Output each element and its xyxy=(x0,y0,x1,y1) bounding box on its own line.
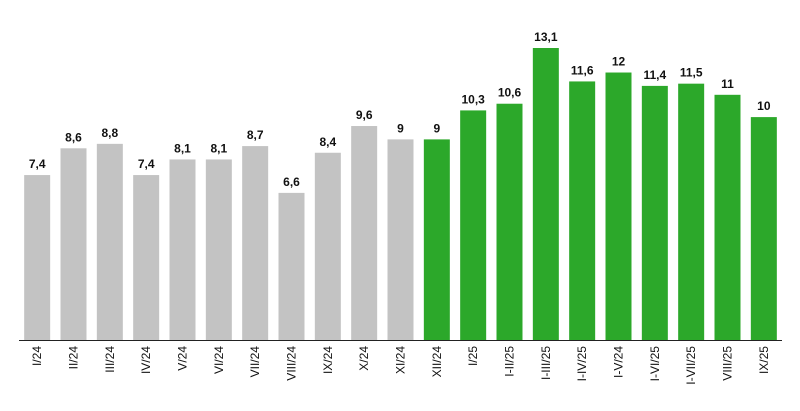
value-label: 7,4 xyxy=(138,157,155,171)
bar xyxy=(678,83,705,340)
value-label: 7,4 xyxy=(29,157,46,171)
x-tick-label: VII/24 xyxy=(248,346,262,378)
value-label: 8,8 xyxy=(101,126,118,140)
value-label: 6,6 xyxy=(283,175,300,189)
value-label: 10,3 xyxy=(461,92,485,106)
value-label: 8,4 xyxy=(319,135,336,149)
bar xyxy=(96,143,123,340)
x-tick-label: XII/24 xyxy=(430,346,444,378)
x-tick-label: VIII/25 xyxy=(721,346,735,381)
bar xyxy=(750,117,777,340)
value-label: 11,5 xyxy=(680,66,703,80)
bar xyxy=(714,94,741,340)
x-tick-label: VIII/24 xyxy=(285,346,299,381)
bar xyxy=(24,175,51,340)
bar xyxy=(569,81,596,340)
x-tick-label: IX/24 xyxy=(321,346,335,374)
value-label: 11 xyxy=(721,77,734,91)
x-tick-label: I-III/25 xyxy=(539,346,553,380)
bar xyxy=(641,85,668,340)
x-tick-label: I-VII/25 xyxy=(684,346,698,385)
bar xyxy=(605,72,632,341)
value-label: 11,6 xyxy=(571,63,594,77)
value-label: 8,1 xyxy=(210,141,227,155)
x-tick-label: XI/24 xyxy=(394,346,408,374)
bar xyxy=(314,152,341,340)
value-label: 9 xyxy=(397,121,404,135)
value-label: 13,1 xyxy=(534,30,558,44)
value-label: 10 xyxy=(757,99,771,113)
bar xyxy=(278,192,305,340)
value-label: 8,7 xyxy=(247,128,264,142)
x-tick-label: III/24 xyxy=(103,346,117,373)
bar xyxy=(460,110,487,340)
x-tick-label: IV/24 xyxy=(139,346,153,374)
x-tick-label: X/24 xyxy=(357,346,371,371)
bar xyxy=(205,159,232,340)
x-tick-label: I-V/24 xyxy=(612,346,626,378)
value-label: 9,6 xyxy=(356,108,373,122)
x-tick-label: II/24 xyxy=(67,346,81,370)
bar xyxy=(532,48,559,340)
value-label: 8,1 xyxy=(174,141,191,155)
bar xyxy=(387,139,414,340)
bar xyxy=(133,175,160,340)
x-tick-label: I-IV/25 xyxy=(575,346,589,382)
bar xyxy=(496,103,523,340)
value-label: 9 xyxy=(433,121,440,135)
x-tick-label: I/25 xyxy=(466,346,480,366)
value-label: 10,6 xyxy=(498,86,522,100)
bar xyxy=(351,126,378,341)
bar xyxy=(60,148,87,340)
bar xyxy=(169,159,196,340)
x-tick-label: V/24 xyxy=(176,346,190,371)
x-tick-label: I-II/25 xyxy=(503,346,517,377)
value-label: 8,6 xyxy=(65,130,82,144)
x-tick-label: VI/24 xyxy=(212,346,226,374)
x-tick-label: I-VI/25 xyxy=(648,346,662,382)
bar xyxy=(423,139,450,340)
value-label: 12 xyxy=(612,55,626,69)
value-label: 11,4 xyxy=(643,68,666,82)
bar xyxy=(242,146,269,340)
x-tick-label: IX/25 xyxy=(757,346,771,374)
x-tick-label: I/24 xyxy=(30,346,44,366)
